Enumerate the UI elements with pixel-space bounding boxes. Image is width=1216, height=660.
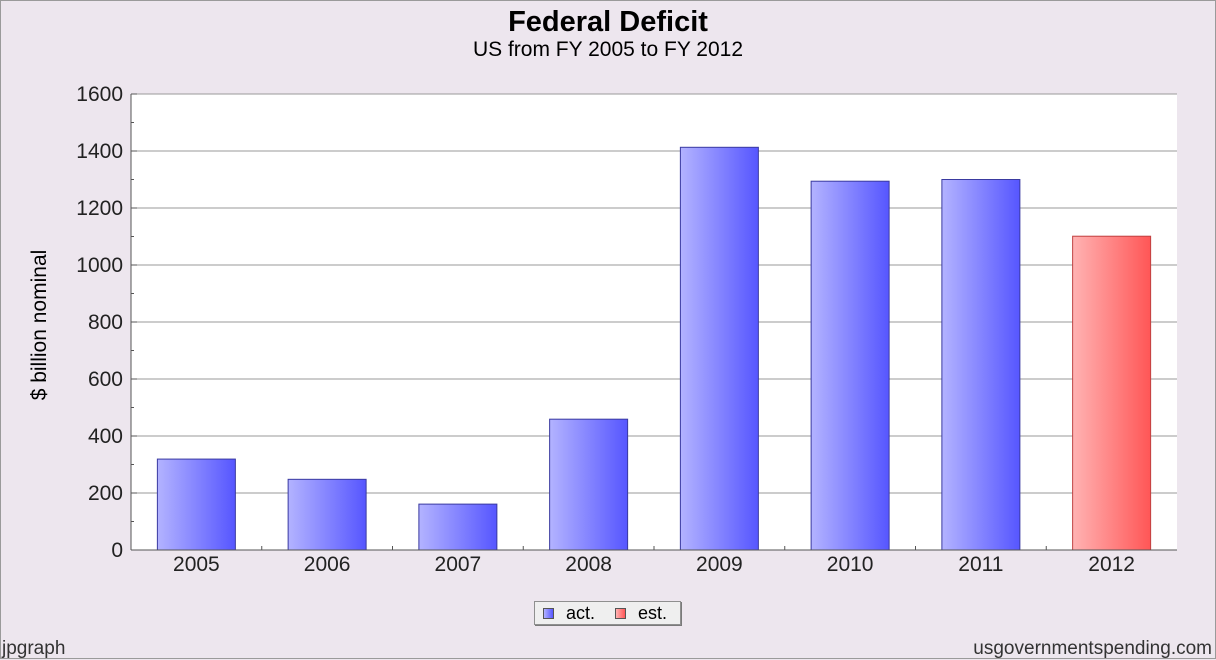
y-tick-label: 200	[88, 482, 123, 505]
legend-swatch-act	[543, 607, 554, 619]
bar-2005	[156, 458, 236, 551]
x-tick-label: 2008	[565, 553, 612, 576]
chart-title: Federal Deficit	[508, 6, 708, 38]
bar-2007	[418, 503, 498, 551]
bar-2010	[810, 180, 890, 551]
x-tick-label: 2006	[304, 553, 351, 576]
bar-2012	[1072, 235, 1152, 551]
legend-item-act: act.	[543, 603, 595, 624]
bar-2008	[549, 418, 629, 551]
x-tick-label: 2010	[827, 553, 874, 576]
bar-2011	[941, 179, 1021, 551]
y-tick-label: 0	[111, 539, 123, 562]
y-tick-label: 1400	[76, 140, 123, 163]
chart-subtitle: US from FY 2005 to FY 2012	[472, 38, 744, 61]
legend: act. est.	[534, 601, 681, 625]
x-tick-label: 2009	[696, 553, 743, 576]
bar-2009	[679, 146, 759, 551]
x-tick-label: 2007	[435, 553, 482, 576]
legend-item-est: est.	[615, 603, 667, 624]
y-tick-label: 400	[88, 425, 123, 448]
legend-label-est: est.	[638, 602, 668, 623]
y-tick-label: 1600	[76, 83, 123, 106]
footer-credit: jpgraph	[2, 638, 66, 659]
y-tick-label: 1000	[76, 254, 123, 277]
bar-2006	[287, 478, 367, 551]
footer-source: usgovernmentspending.com	[973, 638, 1212, 659]
x-tick-label: 2005	[173, 553, 220, 576]
y-tick-label: 1200	[76, 197, 123, 220]
legend-label-act: act.	[566, 602, 596, 623]
y-tick-label: 600	[88, 368, 123, 391]
legend-swatch-est	[615, 607, 627, 619]
y-tick-label: 800	[88, 311, 123, 334]
x-tick-label: 2012	[1088, 553, 1135, 576]
x-tick-label: 2011	[958, 553, 1003, 576]
